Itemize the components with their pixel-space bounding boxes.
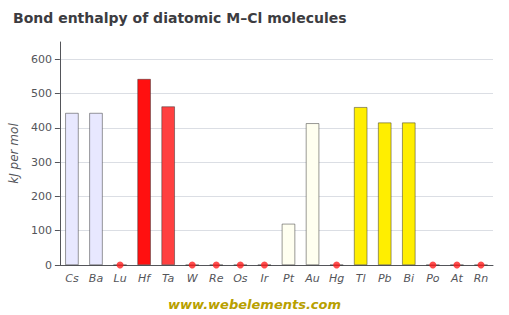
svg-text:www.webelements.com: www.webelements.com bbox=[168, 297, 341, 312]
svg-text:Rn: Rn bbox=[474, 272, 489, 285]
svg-text:Bi: Bi bbox=[403, 272, 414, 285]
svg-text:100: 100 bbox=[31, 224, 52, 237]
svg-text:Po: Po bbox=[426, 272, 440, 285]
svg-text:Hg: Hg bbox=[329, 272, 344, 285]
svg-text:Pb: Pb bbox=[378, 272, 392, 285]
svg-text:400: 400 bbox=[31, 121, 52, 134]
svg-text:Ta: Ta bbox=[162, 272, 175, 285]
svg-text:Pt: Pt bbox=[283, 272, 295, 285]
svg-text:600: 600 bbox=[31, 53, 52, 66]
svg-text:Hf: Hf bbox=[138, 272, 152, 285]
svg-text:Tl: Tl bbox=[356, 272, 366, 285]
svg-text:Re: Re bbox=[209, 272, 224, 285]
svg-text:kJ per mol: kJ per mol bbox=[7, 123, 21, 184]
svg-text:At: At bbox=[450, 272, 464, 285]
svg-text:Cs: Cs bbox=[65, 272, 79, 285]
svg-text:Bond enthalpy of diatomic M–Cl: Bond enthalpy of diatomic M–Cl molecules bbox=[13, 10, 347, 26]
svg-text:Ba: Ba bbox=[89, 272, 104, 285]
svg-text:500: 500 bbox=[31, 87, 52, 100]
svg-text:Ir: Ir bbox=[261, 272, 270, 285]
svg-text:0: 0 bbox=[45, 259, 52, 272]
svg-text:Au: Au bbox=[304, 272, 320, 285]
svg-text:300: 300 bbox=[31, 156, 52, 169]
svg-text:W: W bbox=[187, 272, 199, 285]
svg-text:200: 200 bbox=[31, 190, 52, 203]
svg-text:Lu: Lu bbox=[113, 272, 126, 285]
svg-text:Os: Os bbox=[233, 272, 248, 285]
